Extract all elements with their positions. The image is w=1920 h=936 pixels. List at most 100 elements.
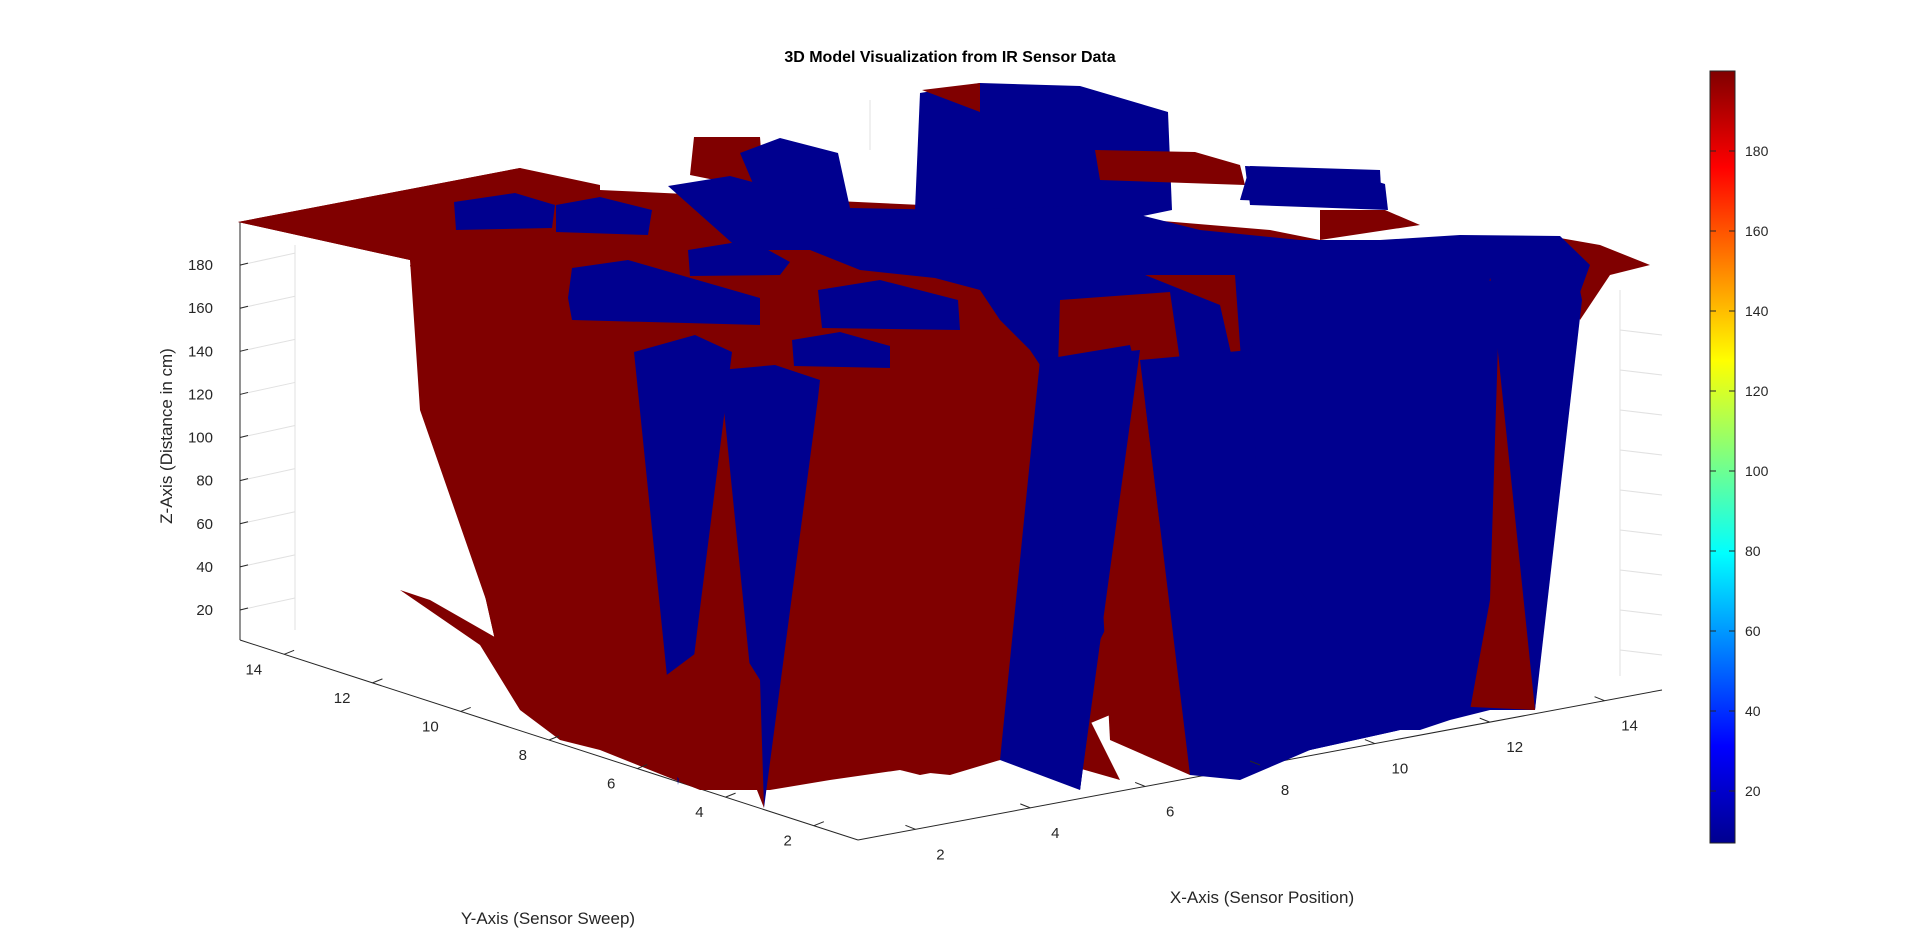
surface-face — [720, 365, 820, 808]
z-axis-label: Z-Axis (Distance in cm) — [157, 348, 176, 524]
y-tick-label: 12 — [334, 690, 351, 707]
z-tick-mark — [239, 262, 249, 266]
y-axis-label: Y-Axis (Sensor Sweep) — [461, 909, 635, 928]
z-tick-label: 20 — [196, 602, 213, 619]
x-tick-mark — [1134, 781, 1146, 787]
z-gridline — [1619, 649, 1663, 656]
surface-face — [818, 280, 960, 330]
surface-face — [922, 83, 980, 112]
y-tick-mark — [813, 821, 825, 827]
y-tick-label: 10 — [422, 718, 439, 735]
x-tick-label: 6 — [1166, 803, 1174, 820]
axes-grid — [239, 100, 1663, 841]
z-gridline — [1619, 369, 1663, 376]
y-tick-mark — [548, 735, 560, 741]
colorbar-tick-label: 120 — [1745, 383, 1769, 399]
x-tick-mark — [1594, 696, 1605, 702]
x-tick-label: 8 — [1281, 782, 1289, 799]
z-tick-label: 140 — [188, 343, 213, 360]
colorbar-tick-label: 80 — [1745, 543, 1761, 559]
surface-face — [1145, 275, 1245, 415]
z-gridline — [239, 511, 296, 525]
z-tick-mark — [239, 478, 249, 482]
y-tick-label: 4 — [695, 804, 703, 821]
surface-face — [634, 335, 732, 785]
y-tick-label: 14 — [245, 661, 262, 678]
surface-plot — [238, 83, 1650, 808]
colorbar-tick-label: 40 — [1745, 703, 1761, 719]
z-tick-mark — [239, 564, 249, 568]
x-tick-label: 2 — [936, 846, 944, 863]
z-gridline — [1619, 489, 1663, 496]
chart-title: 3D Model Visualization from IR Sensor Da… — [784, 49, 1115, 66]
y-tick-label: 8 — [519, 747, 527, 764]
surface-face — [1240, 166, 1382, 205]
z-gridline — [1619, 329, 1663, 336]
surface-face — [714, 640, 764, 808]
x-tick-mark — [905, 824, 916, 830]
z-tick-label: 180 — [188, 257, 213, 274]
z-tick-label: 60 — [196, 516, 213, 533]
z-tick-label: 100 — [188, 430, 213, 447]
surface-face — [1040, 350, 1140, 790]
z-tick-mark — [239, 521, 249, 525]
colorbar: 20 40 60 80 100 120 140 160 180 — [1709, 70, 1769, 844]
surface-face — [568, 260, 760, 325]
z-tick-mark — [239, 435, 249, 439]
x-tick-mark — [1249, 760, 1261, 766]
y-tick-mark — [725, 792, 736, 798]
y-tick-mark — [637, 764, 648, 770]
z-tick-mark — [239, 391, 249, 395]
x-tick-label: 14 — [1621, 718, 1638, 735]
surface-face — [1320, 210, 1420, 240]
surface-face — [800, 650, 920, 770]
colorbar-gradient — [1709, 70, 1736, 844]
z-gridline — [239, 338, 296, 352]
z-gridline — [239, 425, 296, 439]
colorbar-tick-label: 100 — [1745, 463, 1769, 479]
surface-face — [556, 197, 652, 235]
z-gridline — [1619, 529, 1663, 536]
z-gridline — [239, 381, 296, 395]
y-tick-label: 2 — [784, 833, 792, 850]
y-tick-mark — [283, 649, 295, 655]
z-gridline — [1619, 409, 1663, 416]
colorbar-tick-label: 20 — [1745, 783, 1761, 799]
z-tick-mark — [239, 305, 249, 309]
z-gridline — [239, 252, 296, 266]
x-tick-label: 10 — [1392, 761, 1409, 778]
x-tick-label: 4 — [1051, 825, 1059, 842]
z-gridline — [239, 295, 296, 309]
y-tick-mark — [460, 706, 471, 712]
z-tick-label: 120 — [188, 386, 213, 403]
z-gridline — [239, 554, 296, 568]
z-gridline — [239, 468, 296, 482]
axis-ticks: 20 40 60 80 100 120 140 160 180 2 4 6 8 10 12 14 2 4 6 8 10 1… — [188, 257, 1638, 863]
z-tick-mark — [239, 348, 249, 352]
x-tick-mark — [1479, 717, 1490, 723]
colorbar-tick-label: 140 — [1745, 303, 1769, 319]
surface-face — [915, 83, 1172, 225]
z-tick-label: 40 — [196, 559, 213, 576]
colorbar-tick-label: 60 — [1745, 623, 1761, 639]
surface-face — [690, 137, 764, 190]
surface-face — [1490, 265, 1582, 710]
colorbar-tick-label: 180 — [1745, 143, 1769, 159]
surface-face — [792, 332, 890, 368]
z-gridline — [1619, 449, 1663, 456]
surface-face — [688, 240, 790, 276]
z-gridline — [239, 597, 296, 611]
surface-face — [1095, 150, 1245, 185]
z-tick-label: 80 — [196, 473, 213, 490]
x-axis-label: X-Axis (Sensor Position) — [1170, 888, 1354, 907]
y-tick-label: 6 — [607, 776, 615, 793]
z-gridline — [1619, 609, 1663, 616]
x-tick-label: 12 — [1506, 739, 1523, 756]
surface-face — [454, 193, 555, 230]
z-tick-label: 160 — [188, 300, 213, 317]
x-tick-mark — [1364, 739, 1376, 745]
y-tick-mark — [372, 678, 383, 684]
colorbar-tick-label: 160 — [1745, 223, 1769, 239]
x-tick-mark — [1020, 803, 1031, 809]
